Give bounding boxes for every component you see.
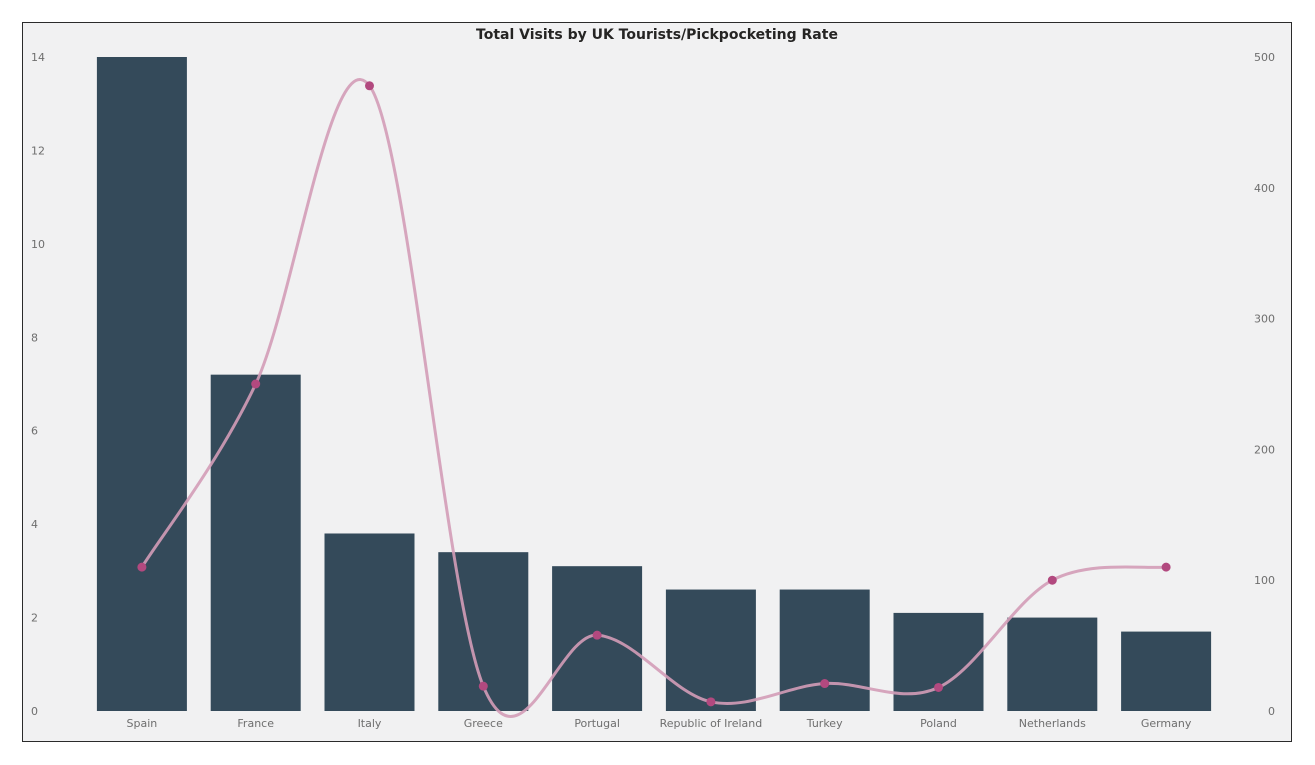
bar xyxy=(779,589,870,711)
line-point xyxy=(251,379,261,389)
chart-title: Total Visits by UK Tourists/Pickpocketin… xyxy=(476,27,838,43)
left-tick-label: 12 xyxy=(31,144,45,157)
line-point xyxy=(137,562,147,572)
left-axis: 0 2 4 6 8 10 12 14 xyxy=(31,51,45,718)
line-point xyxy=(706,697,716,707)
x-tick-label: Republic of Ireland xyxy=(660,717,763,730)
bar xyxy=(1007,617,1098,711)
right-axis: 0 100 200 300 400 500 xyxy=(1254,51,1275,718)
right-tick-label: 0 xyxy=(1268,705,1275,718)
bar xyxy=(665,589,756,711)
line-point xyxy=(820,679,830,689)
left-tick-label: 6 xyxy=(31,425,38,438)
right-tick-label: 400 xyxy=(1254,182,1275,195)
x-tick-label: Portugal xyxy=(574,717,620,730)
left-tick-label: 14 xyxy=(31,51,45,64)
left-tick-label: 2 xyxy=(31,612,38,625)
chart-frame: Total Visits by UK Tourists/Pickpocketin… xyxy=(22,22,1292,742)
line-point xyxy=(592,630,602,640)
bar xyxy=(1121,631,1212,711)
chart-canvas: Total Visits by UK Tourists/Pickpocketin… xyxy=(31,27,1275,730)
x-tick-label: Poland xyxy=(920,717,957,730)
bar xyxy=(210,374,301,711)
x-tick-label: Italy xyxy=(358,717,382,730)
pickpocketing-line xyxy=(140,78,1167,718)
line-point xyxy=(1047,575,1057,585)
x-tick-label: Greece xyxy=(464,717,503,730)
x-axis: Spain France Italy Greece Portugal Republic o… xyxy=(127,717,1192,730)
x-tick-label: Turkey xyxy=(806,717,843,730)
left-tick-label: 0 xyxy=(31,705,38,718)
right-tick-label: 100 xyxy=(1254,574,1275,587)
right-tick-label: 500 xyxy=(1254,51,1275,64)
right-tick-label: 300 xyxy=(1254,313,1275,326)
bar xyxy=(96,57,187,711)
bars-group xyxy=(96,57,1212,711)
left-tick-label: 10 xyxy=(31,238,45,251)
line-point xyxy=(365,81,374,91)
left-tick-label: 4 xyxy=(31,518,38,531)
right-tick-label: 200 xyxy=(1254,443,1275,456)
left-tick-label: 8 xyxy=(31,331,38,344)
x-tick-label: Netherlands xyxy=(1019,717,1086,730)
line-group xyxy=(137,78,1171,718)
x-tick-label: France xyxy=(237,717,274,730)
line-point xyxy=(934,682,943,692)
line-point xyxy=(478,681,488,691)
x-tick-label: Spain xyxy=(127,717,158,730)
bar xyxy=(324,533,415,711)
line-point xyxy=(1161,562,1171,572)
x-tick-label: Germany xyxy=(1141,717,1192,730)
